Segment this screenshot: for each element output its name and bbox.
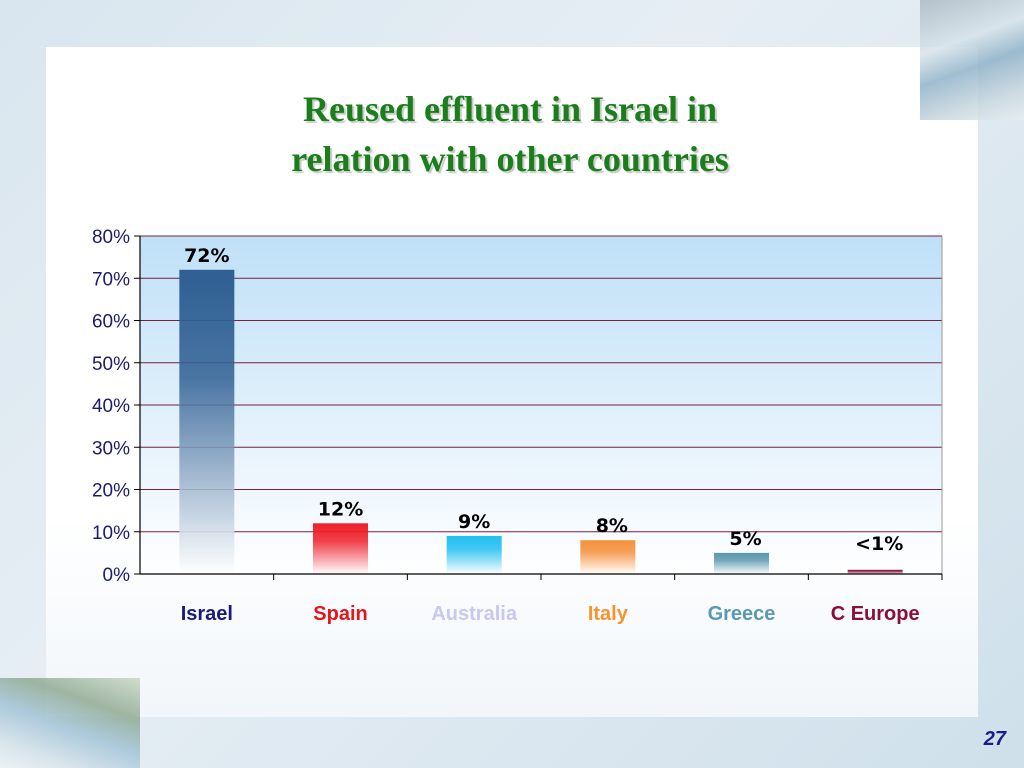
slide-title: Reused effluent in Israel in relation wi… bbox=[200, 84, 820, 184]
y-tick-label: 50% bbox=[92, 354, 130, 375]
x-tick-label: C Europe bbox=[831, 603, 920, 625]
canal-photo-top-right bbox=[920, 0, 1024, 120]
x-tick-label: Israel bbox=[181, 603, 233, 625]
bar-australia bbox=[446, 535, 502, 574]
x-tick-label: Spain bbox=[313, 603, 367, 625]
data-label: 12% bbox=[318, 498, 363, 520]
y-tick-label: 80% bbox=[92, 227, 130, 248]
y-tick-label: 30% bbox=[92, 438, 130, 459]
bar-israel bbox=[179, 269, 235, 574]
page-number: 27 bbox=[983, 728, 1006, 750]
slide-title-line-2: relation with other countries bbox=[291, 139, 729, 179]
data-label: 72% bbox=[184, 245, 229, 267]
bar-spain bbox=[313, 523, 368, 574]
y-tick-label: 20% bbox=[92, 481, 130, 502]
x-tick-label: Australia bbox=[431, 603, 517, 625]
y-tick-label: 0% bbox=[103, 565, 131, 586]
bar-italy bbox=[580, 540, 636, 574]
bar-c-europe bbox=[847, 569, 903, 574]
data-label: 9% bbox=[458, 511, 490, 533]
y-tick-label: 60% bbox=[92, 312, 130, 333]
y-tick-label: 40% bbox=[92, 396, 130, 417]
slide-title-line-1: Reused effluent in Israel in bbox=[303, 89, 717, 129]
data-label: <1% bbox=[855, 533, 903, 555]
data-label: 5% bbox=[729, 528, 761, 550]
y-tick-label: 10% bbox=[92, 523, 130, 544]
data-label: 8% bbox=[596, 515, 628, 537]
x-tick-label: Greece bbox=[708, 603, 776, 625]
x-tick-label: Italy bbox=[588, 603, 629, 625]
y-tick-label: 70% bbox=[92, 269, 130, 290]
canal-photo-bottom-left bbox=[0, 678, 140, 768]
bar-greece bbox=[714, 552, 769, 574]
